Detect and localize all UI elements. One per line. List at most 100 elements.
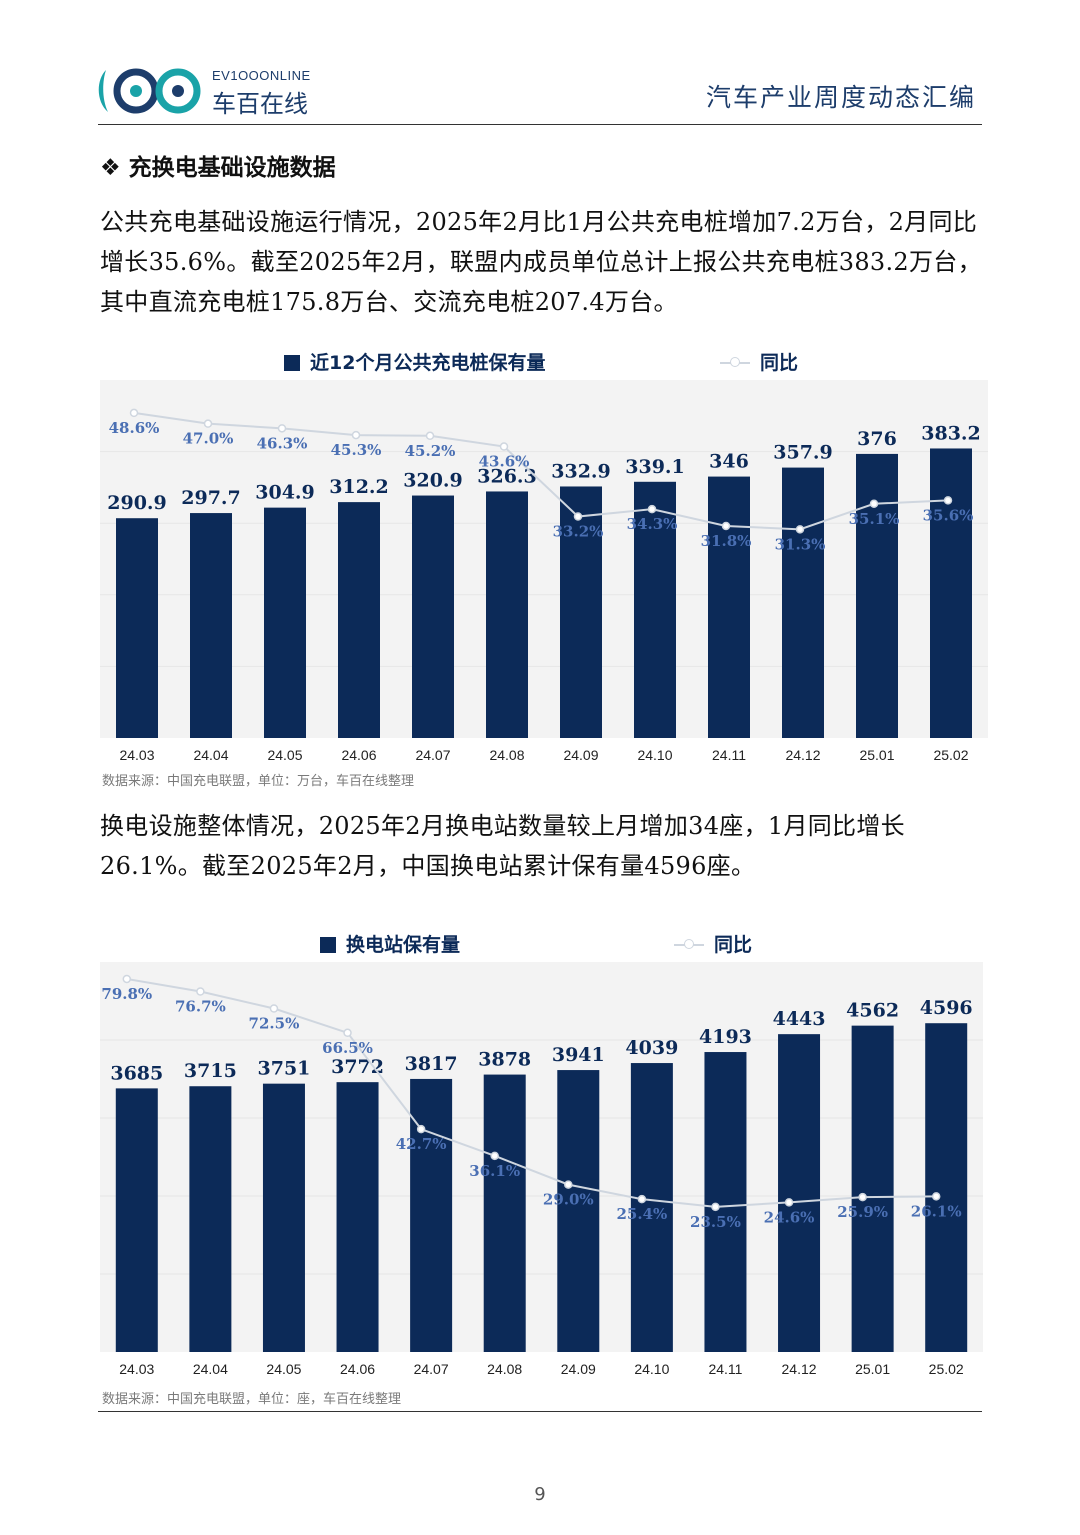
yoy-value-label: 79.8% (101, 985, 152, 1003)
yoy-point (425, 431, 435, 441)
bar (116, 518, 158, 738)
bar-value-label: 4039 (625, 1037, 678, 1059)
yoy-value-label: 33.2% (553, 523, 604, 541)
yoy-point (499, 442, 509, 451)
bar (630, 1063, 673, 1352)
yoy-point (931, 1192, 941, 1201)
bar (560, 486, 602, 738)
bar-value-label: 339.1 (625, 456, 685, 478)
bar-value-label: 332.9 (551, 460, 611, 482)
x-tick-label: 24.06 (340, 1361, 375, 1377)
x-tick-label: 25.02 (933, 747, 968, 763)
yoy-value-label: 25.9% (837, 1203, 888, 1221)
brand-logo: EV1OOONLINE 车百在线 (98, 60, 318, 120)
yoy-point (573, 512, 583, 521)
bar (704, 1052, 747, 1352)
bar (338, 502, 380, 738)
x-tick-label: 24.11 (712, 747, 746, 763)
bar-value-label: 304.9 (255, 482, 315, 504)
x-tick-label: 24.12 (782, 1361, 817, 1377)
yoy-value-label: 36.1% (469, 1162, 520, 1180)
bar-value-label: 320.9 (403, 470, 463, 492)
chart-canvas: 3685 24.03 3715 24.04 3751 24.05 3772 24.06 3817… (100, 962, 983, 1377)
bar (115, 1088, 158, 1352)
yoy-value-label: 34.3% (627, 515, 678, 533)
yoy-point (721, 521, 731, 531)
yoy-point (203, 419, 213, 428)
x-tick-label: 24.07 (415, 747, 450, 763)
bar-value-label: 383.2 (921, 422, 981, 444)
bar (930, 448, 972, 738)
paragraph-charging: 公共充电基础设施运行情况，2025年2月比1月公共充电桩增加7.2万台，2月同比… (100, 208, 982, 316)
bar (264, 507, 306, 738)
logo-chinese-text: 车百在线 (212, 90, 308, 118)
bar-value-label: 4596 (920, 997, 973, 1019)
bar-value-label: 290.9 (107, 492, 167, 514)
x-tick-label: 24.08 (489, 747, 524, 763)
yoy-point (277, 424, 287, 433)
legend-line: 同比 (720, 348, 798, 375)
legend-line: 同比 (674, 930, 752, 957)
yoy-point (269, 1004, 279, 1013)
x-tick-label: 24.04 (193, 747, 228, 763)
bar-value-label: 312.2 (329, 476, 389, 498)
bar-value-label: 3715 (184, 1060, 237, 1082)
logo-english-text: EV1OOONLINE (212, 68, 311, 83)
bar (190, 513, 232, 738)
yoy-value-label: 25.4% (616, 1205, 667, 1223)
yoy-value-label: 45.3% (331, 441, 382, 459)
yoy-line (133, 411, 949, 531)
chart-canvas: 290.9 24.03 297.7 24.04 304.9 24.05 312.2 24.06… (100, 380, 988, 763)
x-tick-label: 24.03 (119, 1361, 154, 1377)
yoy-point (122, 974, 132, 984)
legend-bar-label: 换电站保有量 (346, 934, 461, 956)
bar (925, 1023, 968, 1352)
x-tick-label: 24.09 (561, 1361, 596, 1377)
yoy-point (858, 1192, 867, 1202)
bar-value-label: 297.7 (181, 487, 241, 509)
yoy-point (351, 430, 361, 440)
yoy-value-label: 35.1% (849, 510, 900, 528)
bar-value-label: 4193 (699, 1026, 752, 1048)
x-tick-label: 25.02 (929, 1361, 964, 1377)
bar-value-label: 376 (857, 428, 897, 450)
x-tick-label: 24.12 (785, 747, 820, 763)
yoy-point (564, 1180, 573, 1189)
bar (336, 1082, 379, 1352)
yoy-value-label: 35.6% (923, 506, 974, 524)
yoy-value-label: 26.1% (911, 1202, 962, 1220)
legend-line-label: 同比 (760, 352, 799, 374)
yoy-point (637, 1194, 647, 1204)
bar (778, 1034, 821, 1352)
bar (557, 1070, 600, 1352)
yoy-point (129, 408, 139, 418)
yoy-value-label: 48.6% (109, 419, 160, 437)
yoy-value-label: 46.3% (257, 434, 308, 452)
yoy-value-label: 29.0% (543, 1191, 594, 1209)
bar-value-label: 357.9 (773, 442, 833, 464)
yoy-point (490, 1151, 499, 1161)
x-tick-label: 24.07 (414, 1361, 449, 1377)
bar (851, 1025, 894, 1352)
yoy-value-label: 66.5% (322, 1039, 373, 1057)
yoy-point (869, 499, 879, 508)
bar-value-label: 3878 (478, 1049, 531, 1071)
logo-mark-icon (98, 68, 201, 114)
bar (708, 476, 750, 738)
yoy-value-label: 45.2% (405, 442, 456, 460)
bar (782, 467, 824, 738)
legend-line-swatch (720, 357, 750, 367)
bar-value-label: 3941 (552, 1044, 605, 1066)
legend-bar-label: 近12个月公共充电桩保有量 (310, 352, 546, 374)
yoy-point (795, 525, 805, 534)
bar-value-label: 3685 (110, 1062, 163, 1084)
plot-area (100, 962, 983, 1352)
legend-line-label: 同比 (714, 934, 753, 956)
yoy-value-label: 72.5% (249, 1015, 300, 1033)
bar (486, 491, 528, 738)
bar (189, 1086, 232, 1352)
x-tick-label: 24.10 (634, 1361, 669, 1377)
bar-value-label: 3772 (331, 1056, 384, 1078)
yoy-point (711, 1202, 720, 1212)
yoy-point (784, 1198, 794, 1207)
